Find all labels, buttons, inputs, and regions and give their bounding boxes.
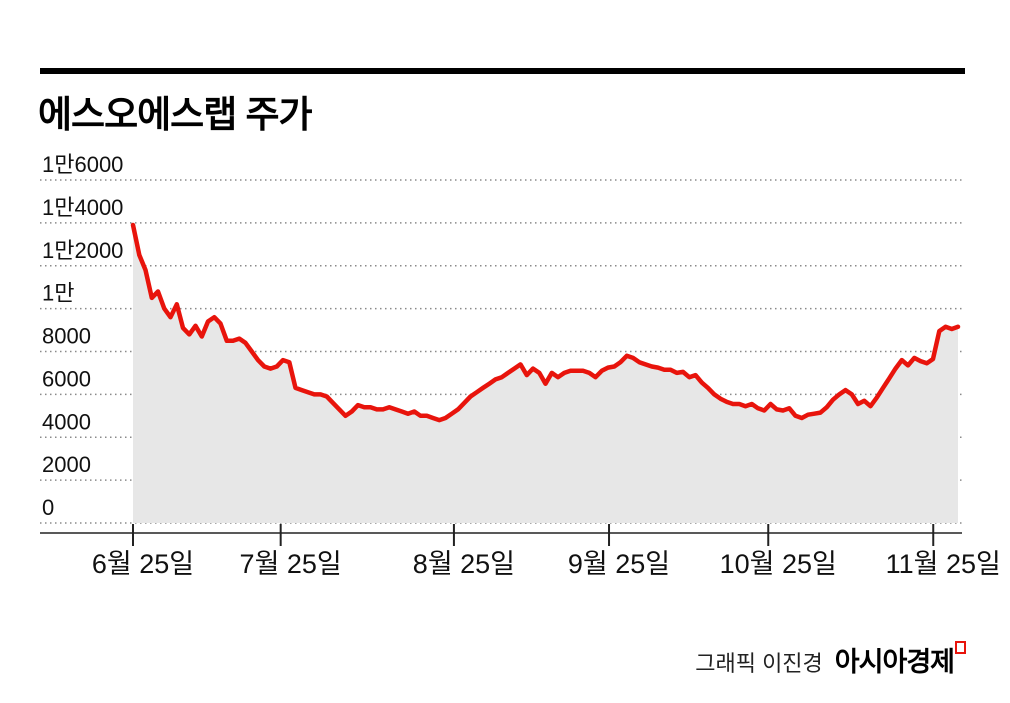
y-axis-label: 1만2000	[42, 238, 123, 263]
chart-title: 에스오에스랩 주가	[38, 94, 313, 135]
brand-logo-text: 아시아경제	[834, 647, 955, 677]
y-axis-label: 4000	[42, 409, 91, 434]
y-axis-label: 6000	[42, 366, 91, 391]
y-axis-label: 1만6000	[42, 152, 123, 177]
y-axis-label: 0	[42, 495, 54, 520]
x-axis-label: 8월 25일	[413, 549, 515, 579]
credit-line: 그래픽 이진경 아시아경제	[695, 640, 966, 679]
y-axis-label: 1만	[42, 281, 74, 306]
y-axis-label: 1만4000	[42, 195, 123, 220]
x-axis-label: 10월 25일	[720, 549, 837, 579]
x-axis-label: 11월 25일	[886, 549, 1001, 579]
x-axis-label: 7월 25일	[240, 549, 342, 579]
top-rule	[40, 68, 965, 74]
x-axis-label: 6월 25일	[92, 549, 194, 579]
y-axis-label: 2000	[42, 452, 91, 477]
area-fill	[133, 225, 958, 523]
y-axis-label: 8000	[42, 324, 91, 349]
brand-red-square-icon	[955, 641, 966, 654]
credit-graphic-author: 그래픽 이진경	[695, 651, 823, 676]
brand-logo: 아시아경제	[835, 640, 966, 679]
x-axis-label: 9월 25일	[568, 549, 670, 579]
price-line	[130, 222, 961, 423]
